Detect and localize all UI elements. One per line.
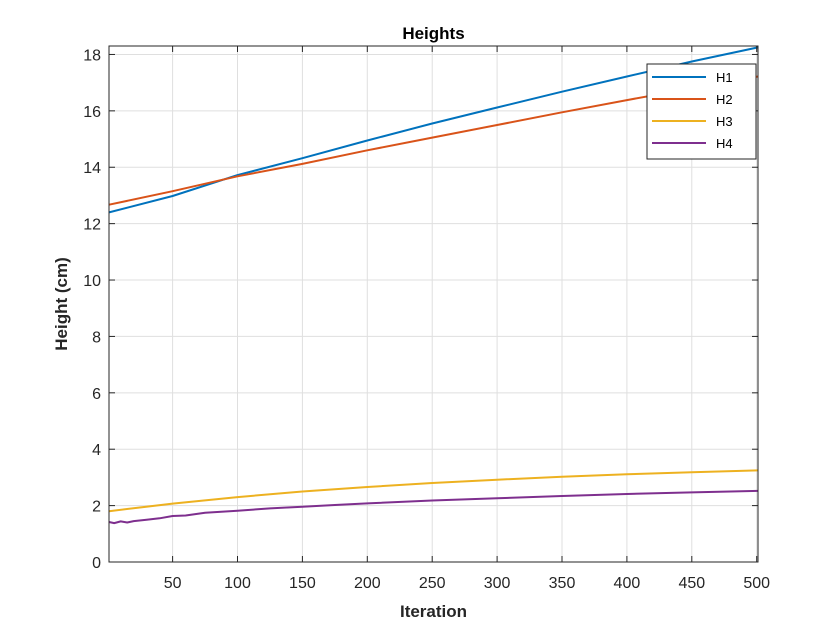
legend-label-h4: H4: [716, 136, 733, 151]
legend-label-h2: H2: [716, 92, 733, 107]
chart-title: Heights: [402, 24, 464, 43]
y-tick-label: 0: [92, 555, 101, 572]
plot-frame: [108, 45, 759, 563]
x-tick-label: 250: [419, 575, 446, 592]
y-tick-label: 16: [83, 104, 101, 121]
x-tick-label: 500: [743, 575, 770, 592]
x-tick-label: 400: [614, 575, 641, 592]
y-tick-label: 10: [83, 273, 101, 290]
legend-label-h3: H3: [716, 114, 733, 129]
y-tick-label: 6: [92, 386, 101, 403]
legend: H1 H2 H3 H4: [646, 63, 757, 160]
tick-labels: 50 100 150 200 250 300 350 400 450 500 0 2 4 6 8 10 12 14…: [83, 47, 770, 592]
x-tick-label: 350: [549, 575, 576, 592]
y-axis-label: Height (cm): [52, 257, 71, 351]
x-tick-label: 50: [164, 575, 182, 592]
y-tick-label: 18: [83, 47, 101, 64]
y-tick-label: 12: [83, 217, 101, 234]
x-tick-label: 100: [224, 575, 251, 592]
x-tick-label: 300: [484, 575, 511, 592]
y-tick-label: 14: [83, 160, 101, 177]
x-tick-label: 450: [678, 575, 705, 592]
x-axis-label: Iteration: [400, 602, 467, 621]
y-tick-label: 8: [92, 329, 101, 346]
legend-box: [646, 63, 757, 160]
series-line-h3: [108, 469, 759, 513]
legend-label-h1: H1: [716, 70, 733, 85]
axis-ticks: [109, 46, 758, 563]
y-tick-label: 2: [92, 499, 101, 516]
series-line-h4: [108, 489, 759, 525]
x-tick-label: 150: [289, 575, 316, 592]
y-tick-label: 4: [92, 442, 101, 459]
grid: [109, 46, 758, 563]
x-tick-label: 200: [354, 575, 381, 592]
